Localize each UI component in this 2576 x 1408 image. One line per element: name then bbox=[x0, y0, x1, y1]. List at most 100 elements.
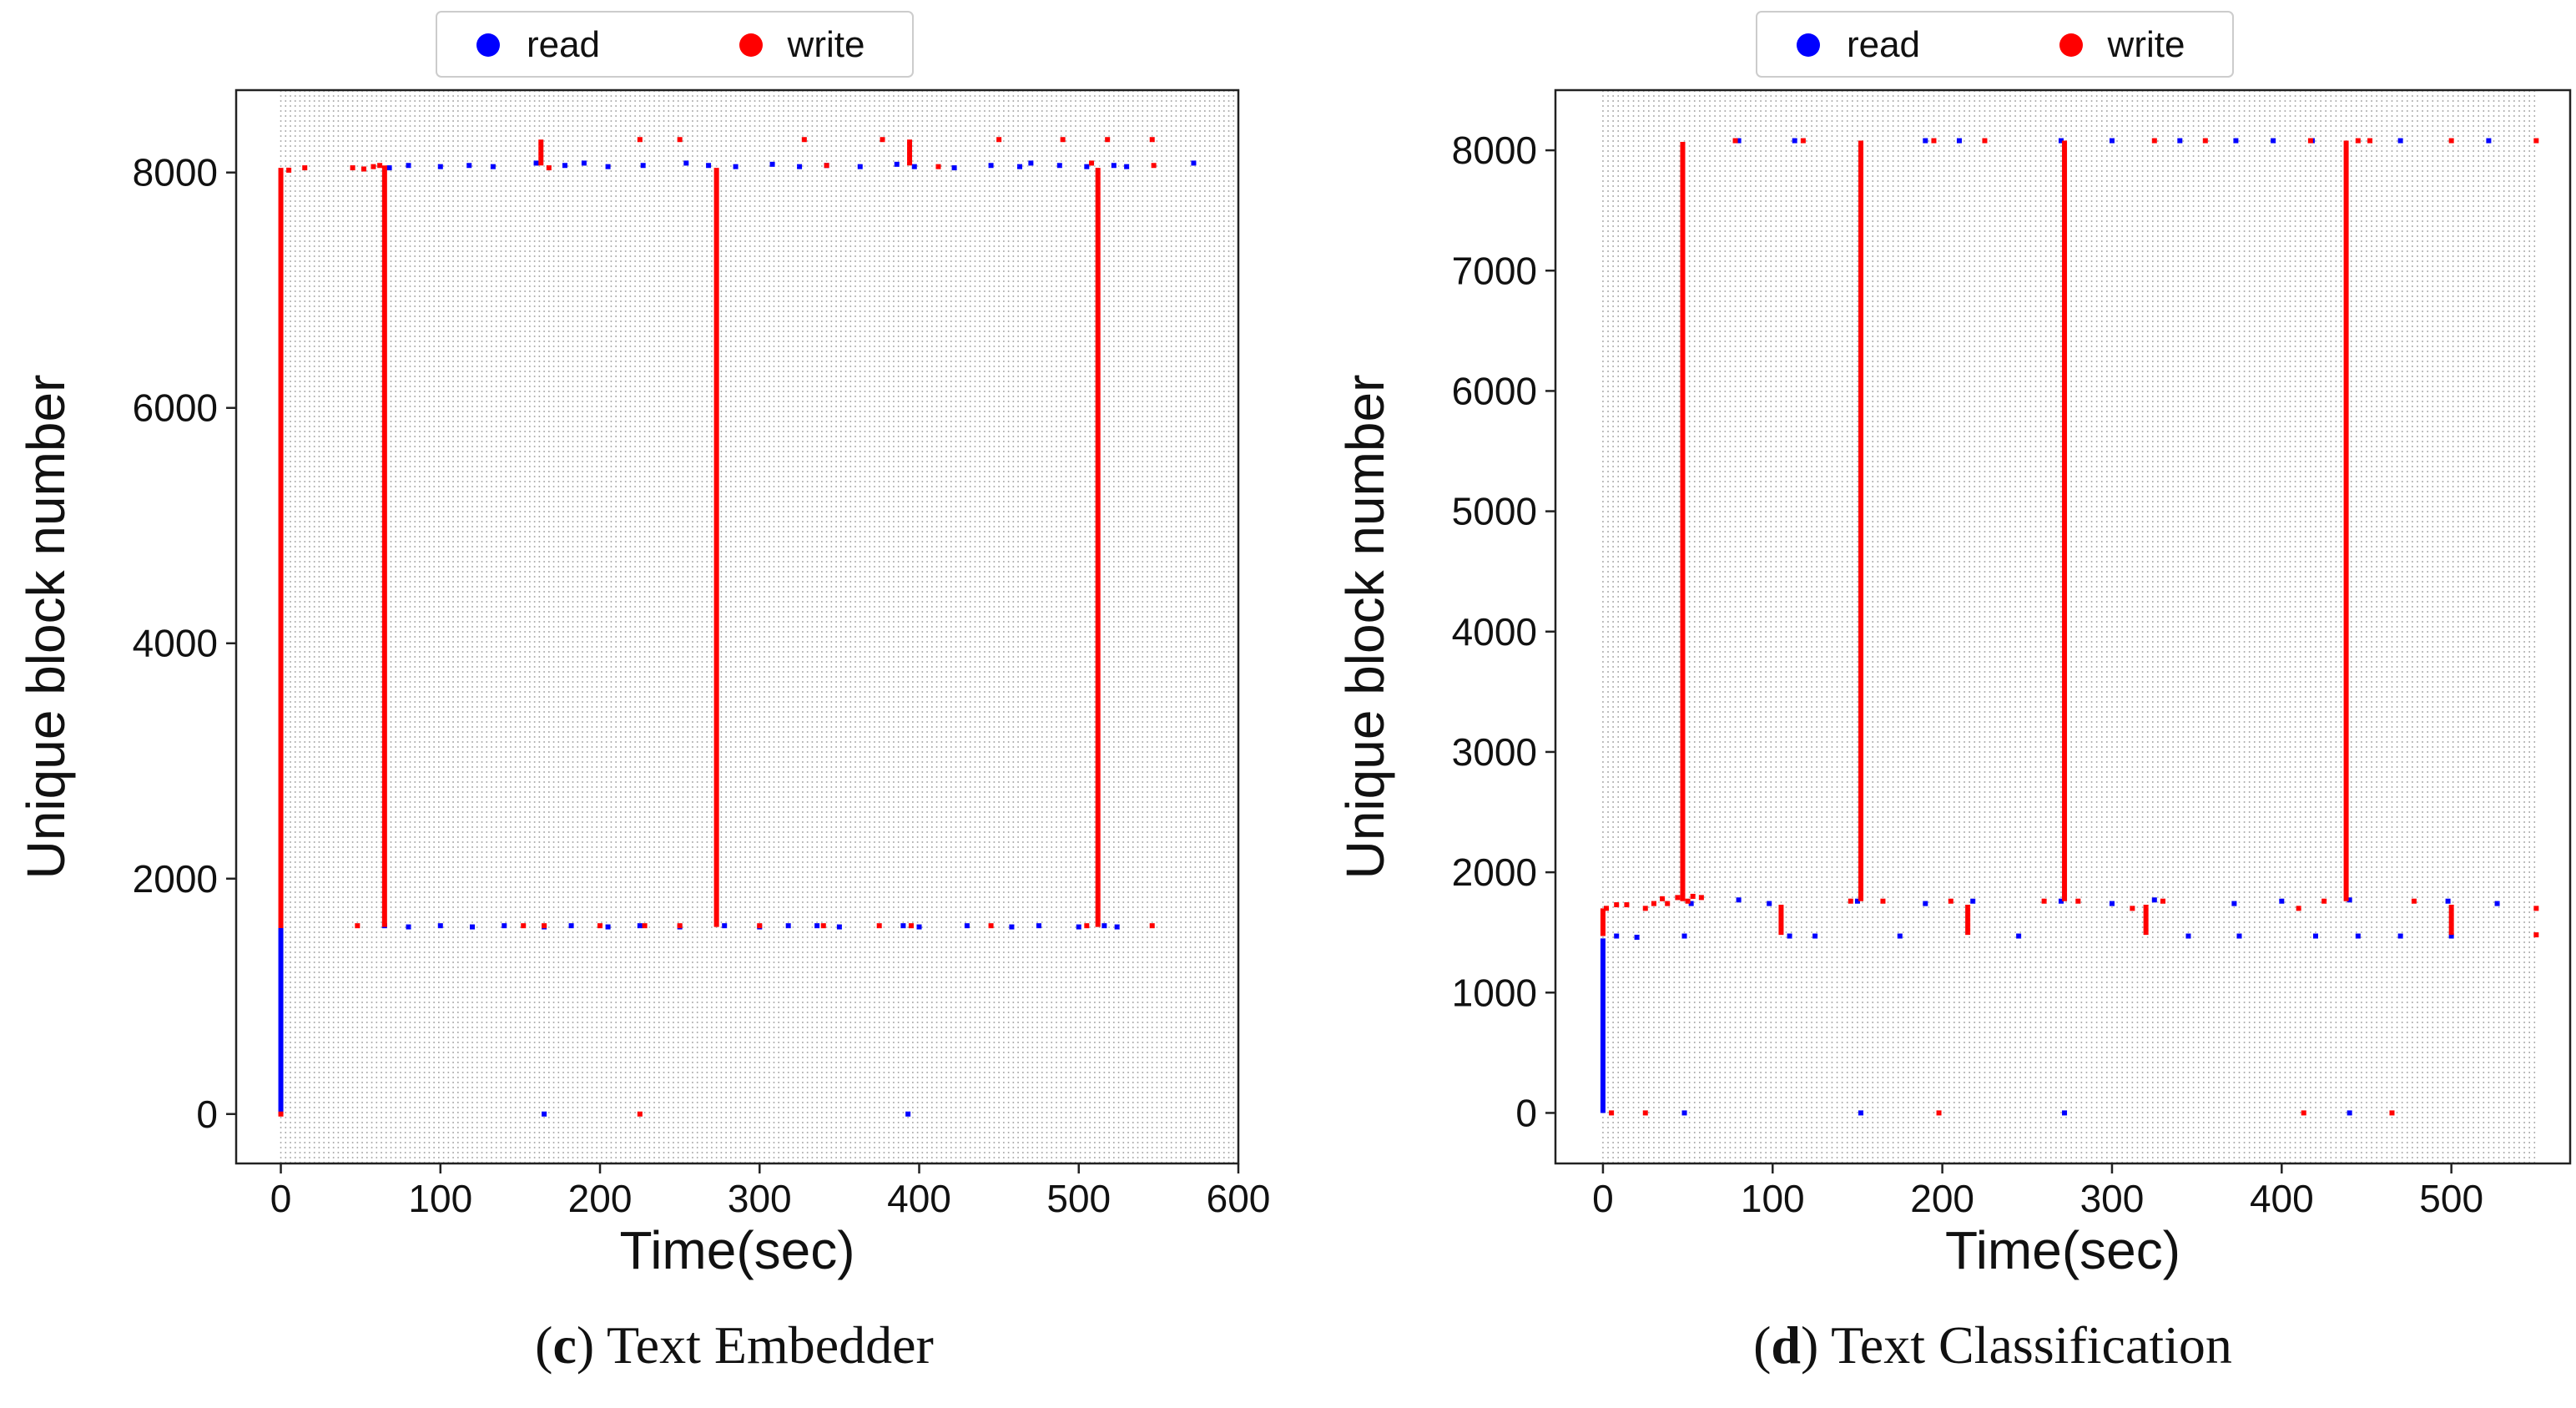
read-point bbox=[2279, 898, 2285, 904]
read-point bbox=[769, 161, 775, 167]
write-point bbox=[1084, 923, 1090, 929]
write-point bbox=[2389, 1110, 2395, 1116]
write-point bbox=[1936, 1110, 1942, 1116]
y-tick-label: 7000 bbox=[1452, 249, 1537, 292]
write-point bbox=[1732, 138, 1738, 144]
read-point bbox=[490, 164, 496, 169]
read-point bbox=[2231, 901, 2237, 906]
write-point bbox=[988, 923, 994, 929]
panel-letter-d: d bbox=[1771, 1315, 1801, 1375]
series-write bbox=[1600, 138, 2539, 1116]
write-point bbox=[1604, 906, 1610, 911]
write-point bbox=[1151, 163, 1157, 169]
read-point bbox=[1792, 138, 1797, 144]
read-point bbox=[437, 164, 443, 169]
read-point bbox=[785, 923, 791, 929]
y-tick-label: 4000 bbox=[133, 622, 218, 665]
write-point bbox=[757, 923, 763, 929]
read-point bbox=[2109, 138, 2115, 144]
y-tick-label: 5000 bbox=[1452, 490, 1537, 533]
read-point bbox=[406, 163, 411, 169]
read-point bbox=[2397, 933, 2403, 939]
y-axis: 0 1000 2000 3000 4000 5000 6000 7000 8000 bbox=[1452, 129, 1555, 1134]
read-point bbox=[605, 164, 611, 169]
write-point bbox=[371, 164, 376, 169]
read-point bbox=[2016, 933, 2022, 939]
legend: read write bbox=[1756, 11, 2234, 78]
write-point bbox=[2075, 898, 2081, 904]
write-point bbox=[2321, 898, 2327, 904]
read-point bbox=[2347, 897, 2352, 903]
write-point bbox=[2533, 906, 2539, 911]
series-read bbox=[278, 160, 1197, 1117]
x-tick-label: 500 bbox=[2419, 1177, 2483, 1220]
write-point bbox=[2533, 932, 2539, 938]
read-point bbox=[406, 924, 411, 930]
write-point bbox=[2296, 906, 2301, 911]
y-tick-label: 2000 bbox=[133, 857, 218, 901]
write-point bbox=[1698, 895, 1704, 901]
write-point bbox=[1848, 898, 1853, 904]
write-point bbox=[824, 163, 829, 169]
y-axis-label: Unique block number bbox=[16, 375, 76, 880]
write-point bbox=[1651, 901, 1656, 906]
read-point bbox=[1111, 163, 1117, 169]
write-point bbox=[521, 923, 527, 929]
read-point bbox=[706, 163, 712, 169]
read-point bbox=[1923, 901, 1928, 906]
x-axis-label: Time(sec) bbox=[619, 1220, 854, 1280]
read-point bbox=[905, 1111, 911, 1117]
x-axis: 0 100 200 300 400 500 bbox=[1592, 1163, 2483, 1220]
y-tick-label: 3000 bbox=[1452, 730, 1537, 774]
caption-text-c: Text Embedder bbox=[607, 1315, 934, 1375]
read-point bbox=[1114, 924, 1120, 930]
write-point bbox=[935, 164, 941, 169]
write-point bbox=[302, 165, 308, 171]
y-tick-label: 4000 bbox=[1452, 610, 1537, 654]
read-point bbox=[2494, 901, 2500, 906]
read-point bbox=[1076, 924, 1081, 930]
write-point bbox=[1931, 138, 1937, 144]
legend-marker-write bbox=[2059, 33, 2083, 57]
legend-label-read: read bbox=[1847, 24, 1920, 65]
write-point bbox=[1105, 137, 1111, 143]
read-point bbox=[836, 924, 842, 930]
write-point bbox=[2307, 138, 2313, 144]
caption-d: (d) Text Classification bbox=[1753, 1315, 2232, 1375]
x-tick-label: 400 bbox=[2250, 1177, 2314, 1220]
caption-text-d: Text Classification bbox=[1831, 1315, 2232, 1375]
read-point bbox=[894, 161, 900, 167]
read-point bbox=[2058, 898, 2064, 904]
read-point bbox=[1634, 934, 1640, 940]
read-point bbox=[1614, 933, 1620, 939]
write-point bbox=[1880, 898, 1886, 904]
write-point bbox=[1089, 160, 1095, 166]
read-point bbox=[900, 923, 906, 929]
read-point bbox=[1897, 933, 1903, 939]
read-point bbox=[911, 164, 917, 169]
write-point bbox=[642, 923, 648, 929]
read-point bbox=[1016, 164, 1022, 169]
read-point bbox=[1681, 933, 1687, 939]
x-tick-label: 400 bbox=[887, 1177, 951, 1220]
legend-label-write: write bbox=[787, 24, 865, 65]
legend-box bbox=[436, 11, 914, 78]
read-point bbox=[640, 163, 646, 169]
write-point bbox=[996, 137, 1002, 143]
grid-lines bbox=[280, 90, 1239, 1163]
y-tick-label: 6000 bbox=[1452, 369, 1537, 412]
write-point bbox=[1614, 902, 1620, 908]
write-point bbox=[2202, 138, 2208, 144]
write-point bbox=[2533, 138, 2539, 144]
read-point bbox=[437, 923, 443, 929]
read-point bbox=[1858, 1110, 1864, 1116]
x-tick-label: 500 bbox=[1046, 1177, 1111, 1220]
read-point bbox=[1036, 923, 1041, 929]
read-point bbox=[733, 164, 739, 169]
y-tick-label: 8000 bbox=[1452, 129, 1537, 172]
read-point bbox=[916, 924, 922, 930]
y-tick-label: 0 bbox=[196, 1093, 218, 1136]
read-point bbox=[797, 164, 803, 169]
y-tick-label: 6000 bbox=[133, 386, 218, 430]
